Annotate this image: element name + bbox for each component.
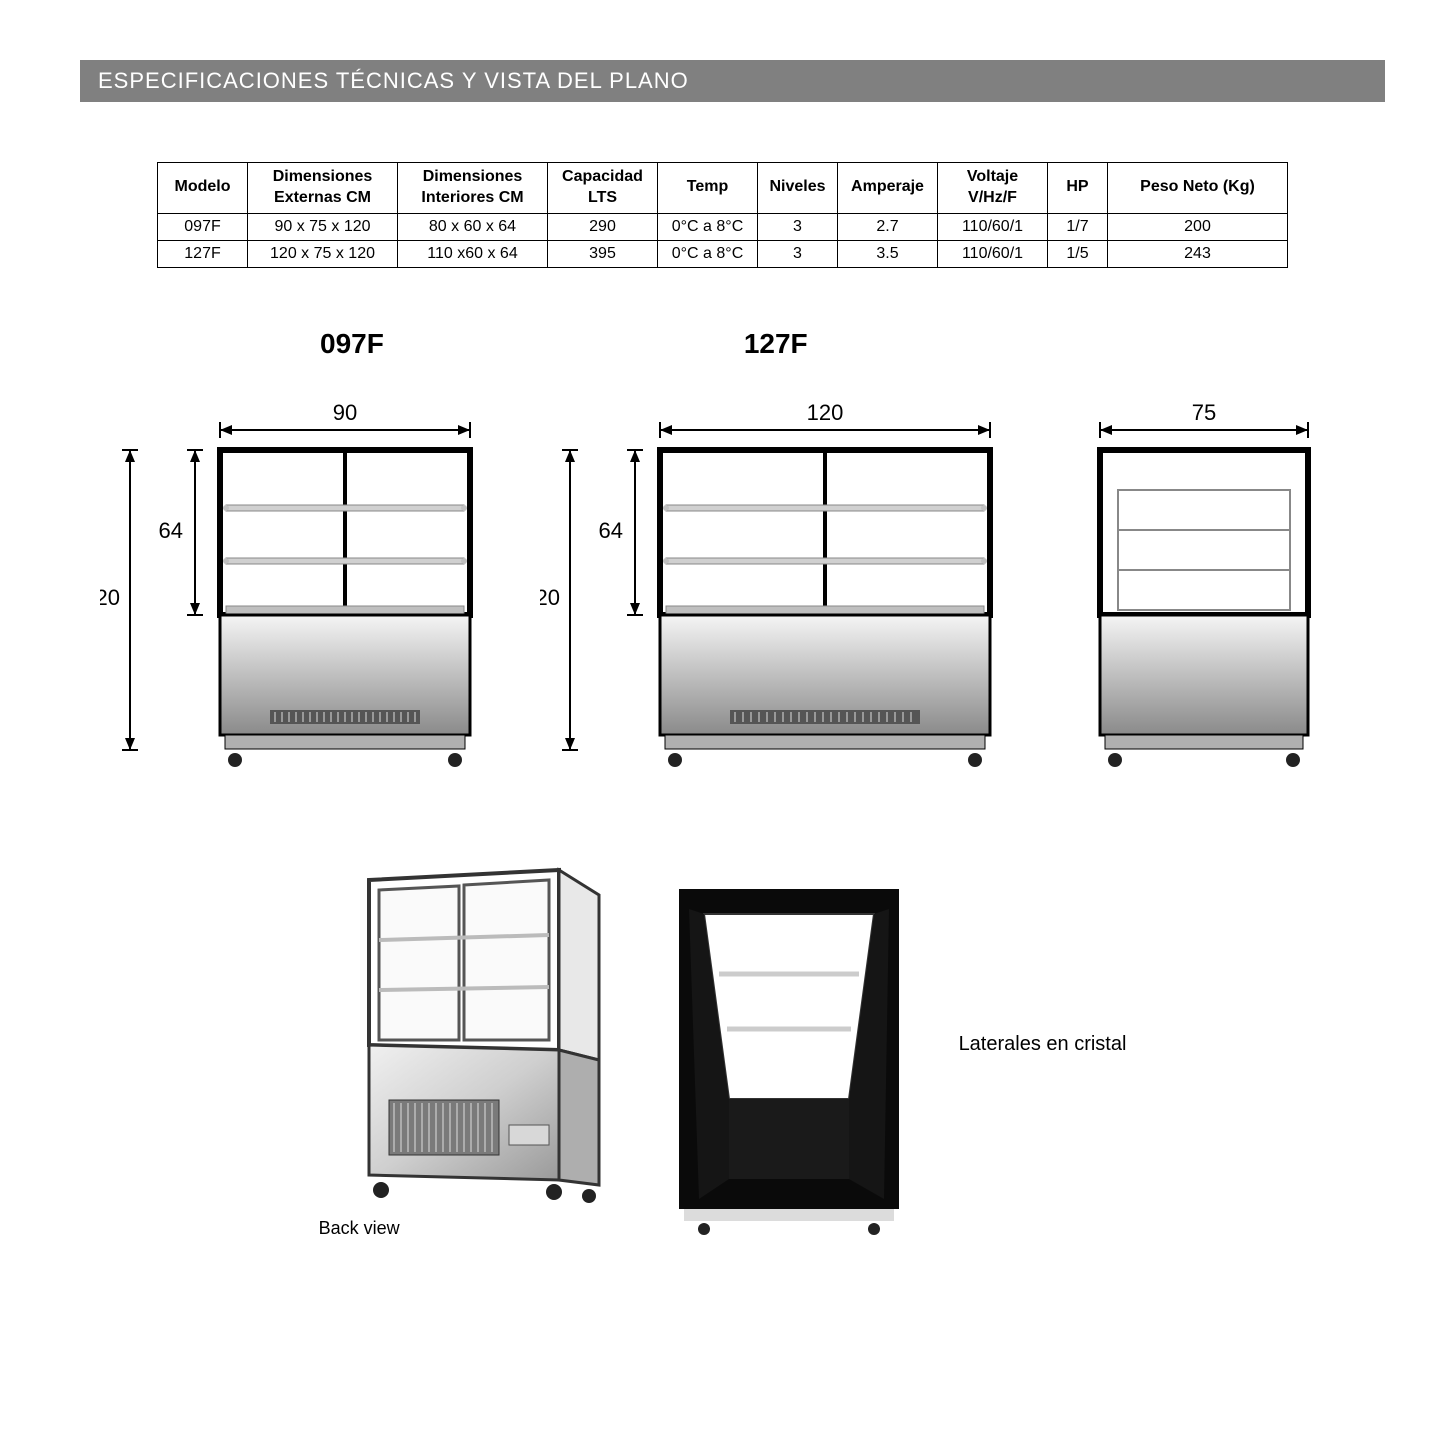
photo-side-glass — [659, 879, 919, 1239]
table-cell: 3.5 — [838, 240, 938, 267]
dim-width-127: 120 — [807, 400, 844, 425]
diagram-097f-front: 90 120 64 — [100, 390, 480, 780]
table-cell: 120 x 75 x 120 — [248, 240, 398, 267]
table-cell: 1/5 — [1048, 240, 1108, 267]
table-cell: 90 x 75 x 120 — [248, 213, 398, 240]
col-amp: Amperaje — [838, 163, 938, 214]
table-row: 127F120 x 75 x 120110 x60 x 643950°C a 8… — [158, 240, 1288, 267]
table-cell: 127F — [158, 240, 248, 267]
dim-height-127: 120 — [540, 585, 560, 610]
table-cell: 200 — [1108, 213, 1288, 240]
table-cell: 3 — [758, 240, 838, 267]
dim-side-width: 75 — [1192, 400, 1216, 425]
diagram-side: 75 60 — [1060, 390, 1340, 780]
cabinet-127 — [660, 450, 990, 767]
table-cell: 110/60/1 — [938, 240, 1048, 267]
cabinet-097 — [220, 450, 470, 767]
diagram-127f-front: 120 120 64 — [540, 390, 1000, 780]
col-modelo: Modelo — [158, 163, 248, 214]
caption-back-view: Back view — [319, 1218, 400, 1239]
technical-diagrams: 90 120 64 — [100, 390, 1345, 780]
table-cell: 243 — [1108, 240, 1288, 267]
photo-back-view: Back view — [319, 850, 619, 1239]
col-hp: HP — [1048, 163, 1108, 214]
dim-upper-097: 64 — [159, 518, 183, 543]
model-label-127f: 127F — [744, 328, 808, 360]
dim-width-097: 90 — [333, 400, 357, 425]
col-dim-ext: Dimensiones Externas CM — [248, 163, 398, 214]
table-cell: 2.7 — [838, 213, 938, 240]
model-label-097f: 097F — [320, 328, 384, 360]
table-cell: 097F — [158, 213, 248, 240]
caption-side-glass: Laterales en cristal — [959, 1033, 1127, 1056]
table-cell: 80 x 60 x 64 — [398, 213, 548, 240]
cabinet-side — [1100, 450, 1308, 767]
section-header: ESPECIFICACIONES TÉCNICAS Y VISTA DEL PL… — [80, 60, 1385, 102]
col-niv: Niveles — [758, 163, 838, 214]
table-cell: 290 — [548, 213, 658, 240]
col-volt: Voltaje V/Hz/F — [938, 163, 1048, 214]
table-cell: 0°C a 8°C — [658, 213, 758, 240]
col-cap: Capacidad LTS — [548, 163, 658, 214]
table-cell: 110/60/1 — [938, 213, 1048, 240]
table-cell: 3 — [758, 213, 838, 240]
table-row: 097F90 x 75 x 12080 x 60 x 642900°C a 8°… — [158, 213, 1288, 240]
col-peso: Peso Neto (Kg) — [1108, 163, 1288, 214]
dim-height-097: 120 — [100, 585, 120, 610]
spec-table: Modelo Dimensiones Externas CM Dimension… — [157, 162, 1288, 268]
table-header-row: Modelo Dimensiones Externas CM Dimension… — [158, 163, 1288, 214]
photo-row: Back view Laterales en cristal — [100, 850, 1345, 1239]
table-cell: 1/7 — [1048, 213, 1108, 240]
col-temp: Temp — [658, 163, 758, 214]
table-cell: 0°C a 8°C — [658, 240, 758, 267]
col-dim-int: Dimensiones Interiores CM — [398, 163, 548, 214]
table-cell: 110 x60 x 64 — [398, 240, 548, 267]
dim-upper-127: 64 — [599, 518, 623, 543]
table-cell: 395 — [548, 240, 658, 267]
